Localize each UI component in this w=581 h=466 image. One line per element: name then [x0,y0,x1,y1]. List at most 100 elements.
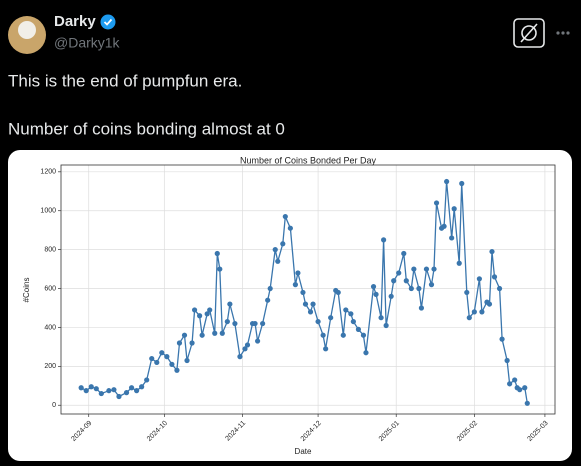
data-point [207,307,213,313]
data-point [176,340,183,346]
data-point [381,237,387,243]
data-point [78,385,84,391]
data-point [320,332,326,338]
y-tick-label: 0 [52,402,56,409]
data-point [204,311,210,317]
data-point [111,387,117,393]
chart: Number of Coins Bonded Per Day Date #Coi… [22,155,556,456]
data-point [343,307,349,313]
data-point [464,289,470,296]
data-point [517,387,523,393]
avatar-detail [18,21,36,39]
data-point [191,307,198,313]
y-tick-label: 200 [44,363,56,370]
data-point [310,301,316,307]
data-point [83,388,89,394]
data-point [491,274,498,280]
data-point [265,297,271,303]
data-point [504,357,510,364]
data-point [496,285,503,292]
data-point [486,301,493,307]
data-point [363,350,369,356]
data-point [280,241,286,247]
verified-badge [100,14,116,30]
data-point [499,336,505,342]
more-button[interactable] [556,31,570,35]
y-tick-label: 800 [44,246,56,253]
data-point [217,266,223,272]
data-point [370,283,377,290]
data-point [433,200,440,206]
data-point [444,178,450,185]
data-point [128,385,135,391]
tweet-text: This is the end of pumpfun era. [8,71,242,90]
data-point [197,313,203,319]
data-point [181,332,188,338]
y-tick-label: 400 [44,324,56,331]
data-point [300,289,306,296]
data-point [260,320,266,327]
data-point [507,381,513,387]
data-point [149,355,155,362]
grok-button[interactable] [513,18,545,48]
data-point [244,342,251,348]
data-point [219,330,225,336]
data-point [302,301,309,307]
y-tick-label: 600 [44,285,56,292]
data-point [123,390,130,396]
data-point [524,400,530,406]
data-point [459,180,465,187]
data-point [479,309,485,315]
data-point [328,315,334,321]
data-point [237,354,243,360]
data-point [416,285,422,292]
data-point [340,332,346,338]
data-point [212,330,218,336]
data-point [287,225,293,231]
data-point [134,388,140,394]
data-point [227,301,233,307]
data-point [355,326,362,332]
data-point [522,385,528,391]
y-axis-label: #Coins [22,278,31,303]
data-point [98,390,104,397]
data-point [401,250,407,257]
data-point [154,359,160,366]
data-point [199,332,205,338]
chart-image[interactable] [8,150,572,461]
tweet-text: Number of coins bonding almost at 0 [8,119,285,138]
data-point [360,332,367,338]
data-point [476,276,482,282]
data-point [144,377,150,383]
data-point [267,285,273,292]
data-point [512,377,518,383]
data-point [224,318,230,325]
x-axis-label: Date [295,447,312,456]
handle[interactable]: @Darky1k [54,35,121,51]
data-point [275,258,281,264]
plot-frame [60,164,556,415]
data-point [307,309,314,315]
data-point [272,247,278,253]
data-point [159,350,165,356]
data-point [350,318,356,325]
data-point [471,309,477,315]
data-point [232,320,238,327]
display-name[interactable]: Darky [54,13,96,30]
data-point [489,248,495,255]
data-point [282,213,288,220]
data-point [428,282,435,288]
data-point [383,322,389,329]
data-point [348,311,354,317]
data-point [169,361,175,367]
data-point [292,282,298,288]
data-point [184,357,190,364]
data-point [88,384,94,390]
data-point [139,384,145,390]
data-point [335,289,341,296]
data-point [423,266,430,272]
data-point [189,340,195,346]
data-point [418,305,425,311]
data-point [449,235,455,241]
data-point [378,315,384,321]
